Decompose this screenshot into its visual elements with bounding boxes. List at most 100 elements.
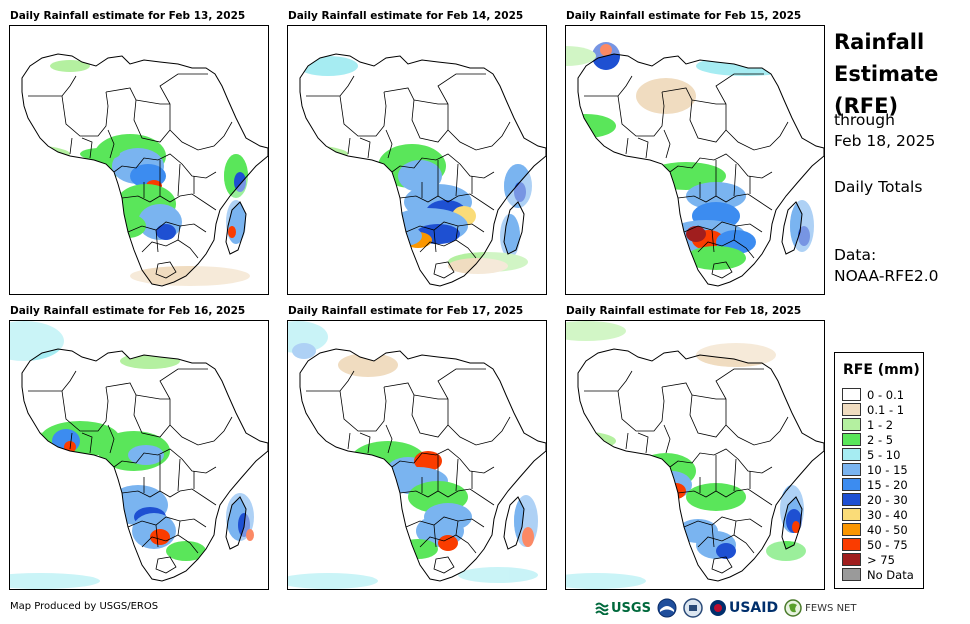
country-border [584, 370, 665, 432]
legend-swatch [842, 553, 861, 566]
legend-label: 40 - 50 [867, 523, 908, 537]
rain-cell [288, 573, 378, 589]
country-border [113, 448, 217, 474]
country-border [155, 556, 177, 574]
land-rain-layer [578, 54, 814, 270]
ocean-rain-layer [566, 321, 806, 589]
country-border [669, 153, 773, 179]
country-border [159, 368, 208, 425]
usgs-wordmark: USGS [611, 600, 651, 616]
map-feb13 [9, 25, 269, 295]
africa-rainfall-map [10, 321, 268, 589]
legend-item: 40 - 50 [842, 523, 908, 537]
through-label: through [834, 111, 895, 129]
rain-cell [686, 483, 746, 511]
usgs-logo: USGS [595, 601, 651, 616]
country-border [69, 424, 115, 454]
country-border [105, 87, 171, 143]
legend-item: No Data [842, 568, 914, 582]
legend-swatch [842, 388, 861, 401]
legend-label: 0 - 0.1 [867, 388, 905, 402]
legend-item: 10 - 15 [842, 463, 908, 477]
legend-item: 15 - 20 [842, 478, 908, 492]
rain-cell [300, 144, 348, 164]
rain-cell [22, 158, 70, 174]
panel-title-feb15: Daily Rainfall estimate for Feb 15, 2025 [566, 10, 802, 22]
rain-cell [300, 168, 368, 184]
fews-net-wordmark: FEWS NET [805, 602, 857, 614]
legend-swatch [842, 538, 861, 551]
rain-cell [566, 46, 596, 66]
rain-cell [10, 573, 100, 589]
title-line-3: (RFE) [834, 94, 899, 118]
rain-cell [578, 431, 616, 451]
country-border [347, 129, 393, 159]
country-border [169, 121, 233, 151]
usaid-logo: USAID [709, 599, 778, 617]
country-border [725, 416, 789, 446]
country-border [399, 193, 495, 211]
rain-cell [652, 471, 692, 499]
logo-strip: USGS USAID FEWS NET [595, 597, 856, 619]
rain-cell [338, 353, 398, 377]
country-border [447, 416, 511, 446]
madagascar-outline [781, 496, 803, 550]
country-border [306, 370, 387, 432]
country-border [405, 221, 485, 233]
country-border [405, 516, 485, 528]
madagascar-outline [781, 201, 803, 255]
legend-item: 2 - 5 [842, 433, 893, 447]
legend-label: 1 - 2 [867, 418, 894, 432]
legend-swatch [842, 418, 861, 431]
rain-cell [246, 529, 254, 541]
legend-label: No Data [867, 568, 914, 582]
legend-item: > 75 [842, 553, 895, 567]
rain-cell [128, 445, 164, 465]
legend-label: 15 - 20 [867, 478, 908, 492]
legend-label: 50 - 75 [867, 538, 908, 552]
rain-cell [696, 56, 796, 76]
country-border [127, 221, 207, 233]
rain-cell [798, 226, 810, 246]
country-border [677, 488, 773, 506]
rain-cell [300, 56, 358, 76]
title-line-1: Rainfall [834, 30, 925, 54]
rain-cell [458, 567, 538, 583]
country-border [669, 448, 773, 474]
country-border [28, 370, 109, 432]
country-border [711, 261, 733, 279]
country-border [433, 261, 455, 279]
country-border [625, 129, 671, 159]
ocean-rain-layer [566, 42, 814, 252]
usgs-wave-icon [595, 602, 609, 615]
country-border [143, 160, 195, 253]
rain-cell [766, 541, 806, 561]
rain-cell [792, 521, 800, 533]
globe-icon [784, 599, 802, 617]
panel-title-feb18: Daily Rainfall estimate for Feb 18, 2025 [566, 305, 802, 317]
country-border [69, 129, 115, 159]
africa-rainfall-map [288, 321, 546, 589]
country-border [437, 73, 486, 130]
legend-label: 30 - 40 [867, 508, 908, 522]
map-feb18 [565, 320, 825, 590]
data-source: NOAA-RFE2.0 [834, 267, 939, 285]
country-border [413, 394, 448, 400]
legend-item: 20 - 30 [842, 493, 908, 507]
legend-label: 20 - 30 [867, 493, 908, 507]
country-border [421, 455, 473, 548]
africa-rainfall-map [299, 53, 546, 287]
country-border [399, 488, 495, 506]
legend-swatch [842, 568, 861, 581]
country-border [155, 261, 177, 279]
rain-cell [166, 541, 206, 561]
rain-cell [50, 60, 90, 72]
legend-item: 5 - 10 [842, 448, 900, 462]
country-border [677, 193, 773, 211]
country-border [419, 534, 477, 554]
country-border [383, 382, 449, 438]
country-border [437, 368, 486, 425]
country-border [697, 239, 755, 259]
legend-item: 50 - 75 [842, 538, 908, 552]
usaid-seal-icon [709, 600, 726, 616]
